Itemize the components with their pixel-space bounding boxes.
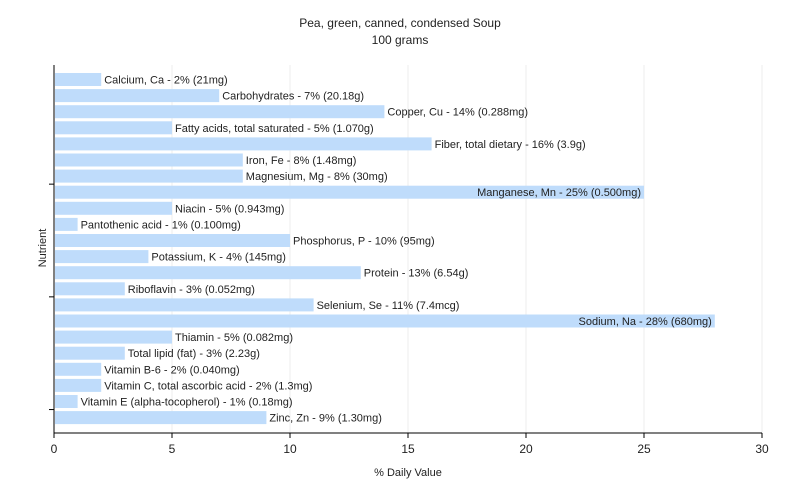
bar-17 <box>55 346 125 360</box>
y-axis-label: Nutrient <box>37 229 49 268</box>
bar-label-6: Magnesium, Mg - 8% (30mg) <box>246 171 388 183</box>
bar-10 <box>55 234 290 247</box>
chart-subtitle: 100 grams <box>372 33 429 47</box>
bar-8 <box>55 201 172 215</box>
bar-1 <box>55 89 220 103</box>
bar-20 <box>55 395 78 408</box>
bar-label-21: Zinc, Zn - 9% (1.30mg) <box>269 413 381 425</box>
bar-label-12: Protein - 13% (6.54g) <box>364 268 469 280</box>
bar-label-5: Iron, Fe - 8% (1.48mg) <box>246 155 357 167</box>
bar-5 <box>55 153 243 167</box>
bar-2 <box>55 105 385 119</box>
bar-16 <box>55 330 172 344</box>
bar-3 <box>55 121 172 135</box>
x-tick-label-1: 5 <box>169 442 176 456</box>
bars: Calcium, Ca - 2% (21mg) Carbohydrates - 7… <box>55 73 715 425</box>
bar-label-13: Riboflavin - 3% (0.052mg) <box>128 284 255 296</box>
bar-label-14: Selenium, Se - 11% (7.4mcg) <box>317 300 460 312</box>
bar-label-8: Niacin - 5% (0.943mg) <box>175 203 284 215</box>
x-tick-label-0: 0 <box>51 442 58 456</box>
x-tick-label-2: 10 <box>283 442 297 456</box>
x-tick-label-4: 20 <box>519 442 533 456</box>
chart-title: Pea, green, canned, condensed Soup <box>299 16 501 30</box>
bar-label-4: Fiber, total dietary - 16% (3.9g) <box>435 139 586 151</box>
bar-7 <box>55 185 644 199</box>
x-tick-label-5: 25 <box>637 442 651 456</box>
bar-12 <box>55 266 361 280</box>
bar-9 <box>55 217 78 231</box>
bar-label-10: Phosphorus, P - 10% (95mg) <box>293 236 435 248</box>
x-axis-label: % Daily Value <box>374 467 442 479</box>
bar-label-7: Manganese, Mn - 25% (0.500mg) <box>477 187 641 199</box>
bar-label-9: Pantothenic acid - 1% (0.100mg) <box>81 219 241 231</box>
bar-label-0: Calcium, Ca - 2% (21mg) <box>104 75 227 87</box>
bar-label-18: Vitamin B-6 - 2% (0.040mg) <box>104 364 240 376</box>
bar-13 <box>55 282 125 296</box>
grid-lines <box>171 65 763 433</box>
bar-0 <box>55 73 102 86</box>
bar-label-3: Fatty acids, total saturated - 5% (1.070… <box>175 123 374 135</box>
bar-19 <box>55 378 102 392</box>
axes: 0 5 10 15 20 25 30 <box>49 65 769 456</box>
bar-15 <box>55 314 715 328</box>
x-tick-label-6: 30 <box>755 442 769 456</box>
bar-label-16: Thiamin - 5% (0.082mg) <box>175 332 293 344</box>
bar-label-11: Potassium, K - 4% (145mg) <box>151 252 286 264</box>
bar-label-19: Vitamin C, total ascorbic acid - 2% (1.3… <box>104 380 312 392</box>
bar-label-2: Copper, Cu - 14% (0.288mg) <box>387 107 528 119</box>
bar-21 <box>55 411 267 425</box>
bar-18 <box>55 362 102 376</box>
bar-14 <box>55 298 314 312</box>
bar-label-15: Sodium, Na - 28% (680mg) <box>579 316 712 328</box>
bar-label-1: Carbohydrates - 7% (20.18g) <box>222 91 364 103</box>
bar-4 <box>55 137 432 151</box>
bar-label-17: Total lipid (fat) - 3% (2.23g) <box>128 348 260 360</box>
bar-11 <box>55 250 149 264</box>
bar-6 <box>55 169 243 183</box>
x-tick-label-3: 15 <box>401 442 415 456</box>
bar-label-20: Vitamin E (alpha-tocopherol) - 1% (0.18m… <box>81 397 293 409</box>
